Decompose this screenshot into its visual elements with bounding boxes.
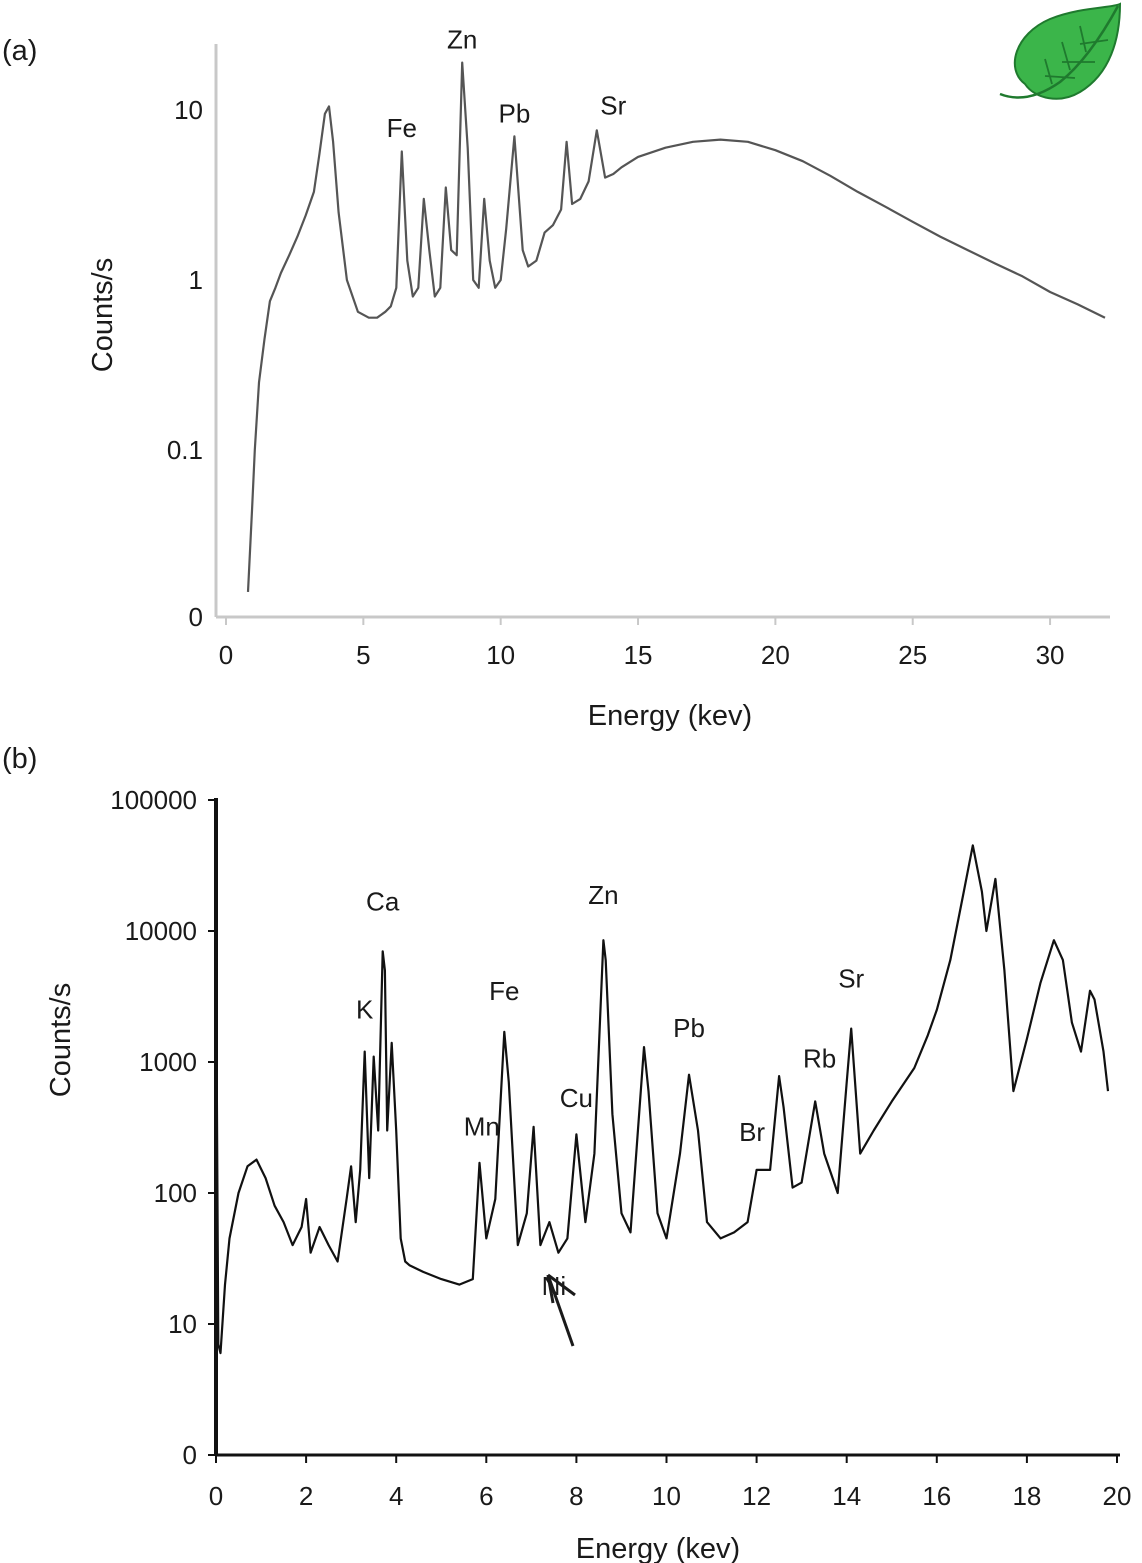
panel-b-x-tick-label: 8 — [569, 1481, 583, 1511]
panel-a-y-tick-label: 0.1 — [167, 435, 203, 465]
panel-a-y-tick-label: 10 — [174, 95, 203, 125]
panel-b-y-tick-label: 0 — [183, 1440, 197, 1470]
panel-b-y-tick-label: 1000 — [139, 1047, 197, 1077]
panel-b-peak-label-fe: Fe — [489, 976, 519, 1006]
panel-a-axes — [214, 44, 1110, 619]
panel-a-peak-label-pb: Pb — [499, 98, 531, 128]
panel-a-x-tick-label: 20 — [761, 640, 790, 670]
panel-b-ticks: 0 2 4 6 8 10 12 14 16 18 20 0 10 100 1000 10000 100000 — [110, 785, 1131, 1511]
panel-b-x-tick-label: 12 — [742, 1481, 771, 1511]
panel-a-peak-labels: Fe Zn Pb Sr — [387, 25, 627, 143]
panel-a-ticks: 0 5 10 15 20 25 30 0 0.1 1 10 — [167, 95, 1065, 670]
panel-a-chart: (a) 0 5 10 15 20 25 30 0 0.1 1 10 Fe Zn Pb Sr Energy … — [2, 2, 1122, 732]
panel-b-chart: (b) 0 2 4 6 8 10 12 14 16 18 20 0 10 100 1000 10000 1000… — [2, 743, 1131, 1563]
panel-b-peak-label-k: K — [356, 995, 374, 1025]
panel-b-x-tick-label: 10 — [652, 1481, 681, 1511]
panel-b-axes — [214, 798, 1120, 1457]
panel-b-peak-label-pb: Pb — [673, 1013, 705, 1043]
panel-b-label: (b) — [2, 743, 37, 775]
panel-b-peak-label-mn: Mn — [464, 1112, 500, 1142]
panel-a-x-tick-label: 10 — [486, 640, 515, 670]
panel-b-y-tick-label: 10 — [168, 1309, 197, 1339]
panel-a-x-tick-label: 0 — [219, 640, 233, 670]
panel-a-label: (a) — [2, 35, 37, 67]
panel-a-y-axis-label: Counts/s — [87, 258, 119, 372]
panel-a-peak-label-fe: Fe — [387, 113, 417, 143]
ni-arrow-icon — [546, 1273, 576, 1347]
panel-a-series-line — [246, 61, 1106, 592]
panel-b-x-tick-label: 14 — [832, 1481, 861, 1511]
leaf-icon — [999, 2, 1122, 100]
panel-b-peak-label-rb: Rb — [803, 1044, 836, 1074]
panel-a-y-tick-label: 1 — [189, 265, 203, 295]
panel-a-x-axis-label: Energy (kev) — [588, 700, 752, 732]
panel-b-y-tick-label: 100000 — [110, 785, 197, 815]
panel-a-x-tick-label: 15 — [624, 640, 653, 670]
panel-b-peak-label-sr: Sr — [838, 964, 864, 994]
panel-b-peak-label-cu: Cu — [560, 1083, 593, 1113]
panel-b-peak-label-ca: Ca — [366, 887, 400, 917]
panel-b-x-axis-label: Energy (kev) — [576, 1533, 740, 1563]
panel-a-x-tick-label: 5 — [356, 640, 370, 670]
panel-b-x-tick-label: 16 — [922, 1481, 951, 1511]
panel-b-y-tick-label: 10000 — [125, 916, 197, 946]
panel-a-peak-label-sr: Sr — [600, 90, 626, 120]
panel-b-x-tick-label: 0 — [209, 1481, 223, 1511]
panel-b-peak-label-zn: Zn — [588, 880, 618, 910]
panel-a-x-tick-label: 30 — [1036, 640, 1065, 670]
panel-b-y-axis-label: Counts/s — [45, 983, 77, 1097]
panel-a-y-tick-label: 0 — [189, 602, 203, 632]
panel-b-x-tick-label: 18 — [1012, 1481, 1041, 1511]
panel-a-peak-label-zn: Zn — [447, 25, 477, 55]
panel-b-x-tick-label: 4 — [389, 1481, 403, 1511]
panel-b-peak-label-br: Br — [739, 1117, 765, 1147]
panel-b-y-tick-label: 100 — [154, 1178, 197, 1208]
panel-b-x-tick-label: 2 — [299, 1481, 313, 1511]
panel-b-series-line — [214, 844, 1110, 1355]
panel-a-x-tick-label: 25 — [898, 640, 927, 670]
panel-b-x-tick-label: 6 — [479, 1481, 493, 1511]
panel-b-x-tick-label: 20 — [1103, 1481, 1132, 1511]
